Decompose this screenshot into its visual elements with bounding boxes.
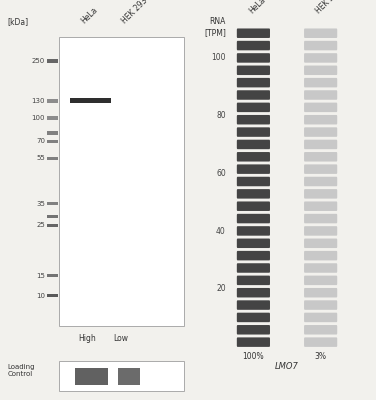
FancyBboxPatch shape	[237, 189, 270, 199]
Text: 25: 25	[36, 222, 45, 228]
FancyBboxPatch shape	[304, 325, 337, 334]
FancyBboxPatch shape	[304, 66, 337, 75]
FancyBboxPatch shape	[237, 53, 270, 63]
Text: 15: 15	[36, 273, 45, 279]
FancyBboxPatch shape	[304, 189, 337, 199]
FancyBboxPatch shape	[304, 115, 337, 124]
FancyBboxPatch shape	[237, 164, 270, 174]
FancyBboxPatch shape	[75, 368, 108, 385]
FancyBboxPatch shape	[304, 28, 337, 38]
Text: 3%: 3%	[315, 352, 327, 361]
Text: 130: 130	[32, 98, 45, 104]
FancyBboxPatch shape	[237, 140, 270, 149]
Text: [kDa]: [kDa]	[8, 17, 29, 26]
FancyBboxPatch shape	[237, 177, 270, 186]
FancyBboxPatch shape	[118, 368, 140, 385]
FancyBboxPatch shape	[237, 127, 270, 137]
Text: 100: 100	[32, 115, 45, 121]
FancyBboxPatch shape	[47, 224, 58, 227]
Text: Low: Low	[113, 334, 128, 343]
FancyBboxPatch shape	[47, 294, 58, 298]
FancyBboxPatch shape	[237, 313, 270, 322]
Text: HeLa: HeLa	[247, 0, 267, 16]
FancyBboxPatch shape	[237, 103, 270, 112]
Text: 60: 60	[216, 169, 226, 178]
FancyBboxPatch shape	[304, 238, 337, 248]
FancyBboxPatch shape	[237, 202, 270, 211]
FancyBboxPatch shape	[304, 127, 337, 137]
Text: 20: 20	[216, 284, 226, 294]
FancyBboxPatch shape	[59, 37, 184, 326]
FancyBboxPatch shape	[304, 288, 337, 298]
FancyBboxPatch shape	[59, 361, 184, 391]
FancyBboxPatch shape	[304, 53, 337, 63]
Text: 40: 40	[216, 227, 226, 236]
FancyBboxPatch shape	[47, 131, 58, 135]
FancyBboxPatch shape	[47, 116, 58, 120]
FancyBboxPatch shape	[47, 140, 58, 143]
FancyBboxPatch shape	[237, 288, 270, 298]
FancyBboxPatch shape	[237, 263, 270, 273]
FancyBboxPatch shape	[304, 41, 337, 50]
FancyBboxPatch shape	[304, 313, 337, 322]
FancyBboxPatch shape	[304, 214, 337, 223]
FancyBboxPatch shape	[237, 337, 270, 347]
FancyBboxPatch shape	[304, 300, 337, 310]
FancyBboxPatch shape	[304, 103, 337, 112]
FancyBboxPatch shape	[47, 202, 58, 205]
FancyBboxPatch shape	[304, 226, 337, 236]
FancyBboxPatch shape	[70, 98, 111, 102]
Text: 70: 70	[36, 138, 45, 144]
Text: HEK 293: HEK 293	[314, 0, 344, 16]
Text: RNA
[TPM]: RNA [TPM]	[204, 18, 226, 37]
FancyBboxPatch shape	[304, 164, 337, 174]
FancyBboxPatch shape	[47, 157, 58, 160]
Text: HeLa: HeLa	[79, 5, 99, 26]
FancyBboxPatch shape	[237, 238, 270, 248]
Text: Loading
Control: Loading Control	[8, 364, 35, 377]
FancyBboxPatch shape	[47, 58, 58, 63]
FancyBboxPatch shape	[237, 152, 270, 162]
FancyBboxPatch shape	[237, 66, 270, 75]
FancyBboxPatch shape	[304, 276, 337, 285]
Text: LMO7: LMO7	[275, 362, 299, 372]
Text: 100: 100	[211, 53, 226, 62]
Text: 100%: 100%	[243, 352, 264, 361]
Text: 35: 35	[36, 200, 45, 206]
FancyBboxPatch shape	[304, 202, 337, 211]
FancyBboxPatch shape	[237, 115, 270, 124]
FancyBboxPatch shape	[237, 214, 270, 223]
FancyBboxPatch shape	[304, 90, 337, 100]
Text: 10: 10	[36, 293, 45, 299]
FancyBboxPatch shape	[237, 41, 270, 50]
Text: 80: 80	[216, 111, 226, 120]
FancyBboxPatch shape	[304, 140, 337, 149]
FancyBboxPatch shape	[237, 251, 270, 260]
FancyBboxPatch shape	[237, 276, 270, 285]
Text: 55: 55	[36, 155, 45, 161]
FancyBboxPatch shape	[304, 337, 337, 347]
Text: High: High	[79, 334, 97, 343]
Text: 250: 250	[32, 58, 45, 64]
FancyBboxPatch shape	[237, 90, 270, 100]
FancyBboxPatch shape	[47, 216, 58, 218]
FancyBboxPatch shape	[304, 263, 337, 273]
FancyBboxPatch shape	[237, 78, 270, 88]
Text: HEK 293: HEK 293	[120, 0, 149, 26]
FancyBboxPatch shape	[304, 152, 337, 162]
FancyBboxPatch shape	[237, 325, 270, 334]
FancyBboxPatch shape	[237, 28, 270, 38]
FancyBboxPatch shape	[47, 274, 58, 278]
FancyBboxPatch shape	[237, 300, 270, 310]
FancyBboxPatch shape	[304, 78, 337, 88]
FancyBboxPatch shape	[304, 177, 337, 186]
FancyBboxPatch shape	[47, 99, 58, 103]
FancyBboxPatch shape	[304, 251, 337, 260]
FancyBboxPatch shape	[237, 226, 270, 236]
